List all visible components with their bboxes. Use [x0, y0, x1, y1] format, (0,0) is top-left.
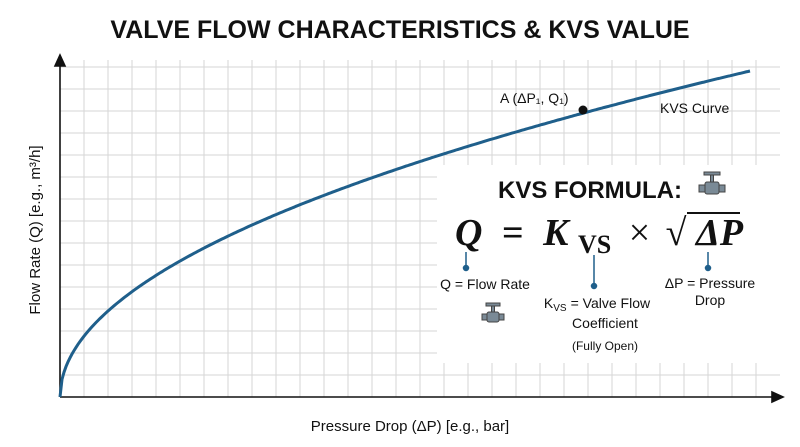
valve-icon-small: [481, 302, 505, 323]
point-label: A (ΔP₁, Q₁): [500, 90, 569, 106]
term-kvs-line3: (Fully Open): [572, 339, 638, 353]
y-axis-label: Flow Rate (Q) [e.g., m³/h]: [27, 145, 44, 314]
formula: Q = K VS × √ ΔP: [455, 212, 744, 262]
formula-times: ×: [629, 212, 650, 254]
kvs-desc: = Valve Flow: [571, 295, 651, 311]
formula-rhs: ΔP: [694, 212, 744, 254]
kvs-sub: VS: [553, 303, 567, 314]
formula-panel: [437, 165, 790, 363]
term-q: Q = Flow Rate: [440, 276, 530, 292]
formula-root: √: [666, 212, 687, 254]
x-arrow: [771, 390, 785, 404]
term-kvs-line1: KVS = Valve Flow: [544, 295, 651, 314]
term-kvs-line2: Coefficient: [572, 315, 638, 331]
formula-k-sub: VS: [578, 230, 611, 259]
formula-k: K: [542, 212, 571, 254]
point-a: [578, 105, 588, 115]
kvs-curve: [58, 69, 751, 398]
y-arrow: [53, 53, 67, 67]
x-axis-label: Pressure Drop (ΔP) [e.g., bar]: [311, 418, 509, 435]
term-dp-line2: Drop: [695, 292, 726, 308]
title: VALVE FLOW CHARACTERISTICS & KVS VALUE: [110, 16, 689, 44]
connectors: [462, 252, 712, 290]
formula-heading: KVS FORMULA:: [498, 177, 682, 204]
kvs-symbol: K: [544, 295, 554, 311]
term-kvs: KVS = Valve Flow: [544, 295, 651, 314]
valve-icon: [698, 171, 726, 195]
axes: [53, 53, 785, 404]
term-dp-line1: ΔP = Pressure: [665, 275, 756, 291]
curve-label: KVS Curve: [660, 100, 729, 116]
formula-equals: =: [502, 212, 524, 254]
formula-lhs: Q: [455, 212, 482, 254]
